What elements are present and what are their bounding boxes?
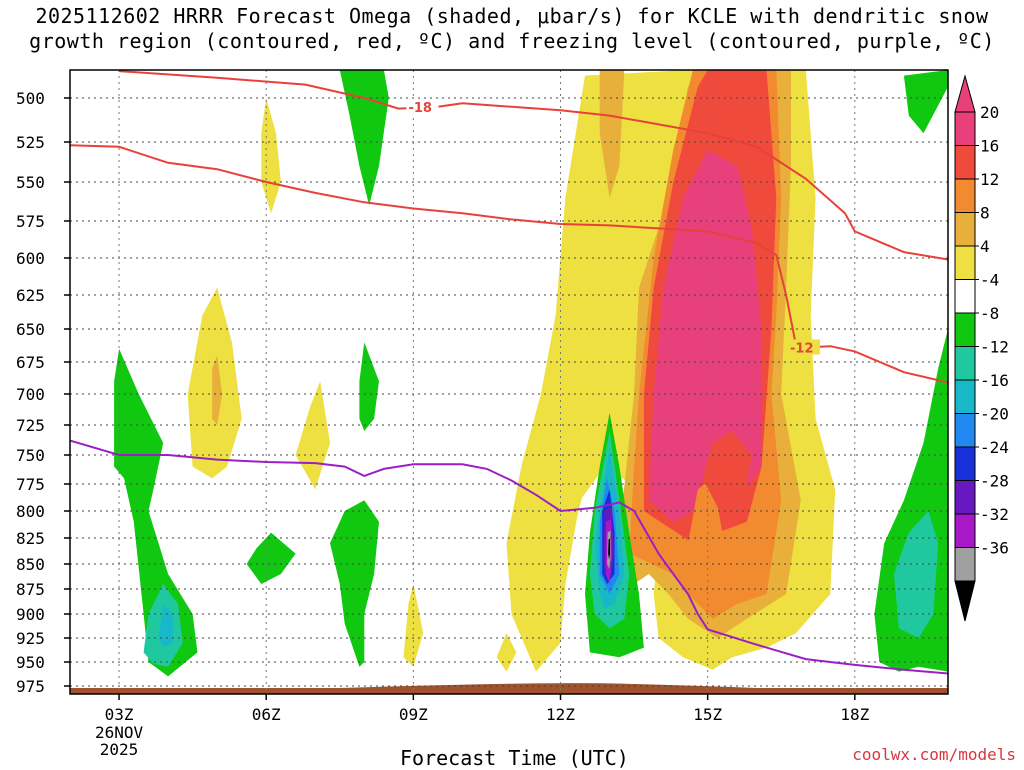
omega-neg4-08z-low [330, 500, 379, 667]
y-tick-label-700: 700 [16, 385, 45, 404]
colorbar-bin-11 [954, 480, 976, 515]
y-tick-label-850: 850 [16, 555, 45, 574]
omega-plus4-left-column [545, 75, 644, 544]
omega-neg4-19z-upper [903, 70, 948, 134]
terrain-hump [339, 683, 757, 688]
y-tick-label-650: 650 [16, 320, 45, 339]
terrain-strip [70, 683, 948, 694]
x-date-label: 26NOV [95, 723, 144, 742]
colorbar-bin-6 [954, 312, 976, 347]
colorbar-bin-5 [954, 279, 976, 314]
colorbar-label-8: 8 [980, 204, 990, 223]
contour-label-minus18: -18 [408, 101, 432, 116]
y-tick-label-900: 900 [16, 605, 45, 624]
omega-blob-09z [403, 584, 424, 667]
y-tick-label-975: 975 [16, 677, 45, 696]
omega-blob-05z-orange [212, 355, 223, 425]
colorbar-top-arrow [954, 74, 976, 113]
chart-title-line-2: growth region (contoured, red, ºC) and f… [29, 29, 995, 53]
colorbar-label--4: -4 [980, 271, 999, 290]
omega-blob-11z [496, 633, 517, 672]
x-axis-title: Forecast Time (UTC) [400, 746, 629, 770]
terrain-ground [70, 688, 948, 694]
colorbar-label-16: 16 [980, 137, 999, 156]
omega-neg8-19z-low [894, 511, 939, 638]
omega-lower-lobe-left [688, 478, 723, 614]
axes: 500 525 550 575 600 625 650 675 700 725 750 775 800 8… [16, 69, 949, 759]
x-tick-label-06Z: 06Z [252, 705, 281, 724]
y-tick-label-800: 800 [16, 502, 45, 521]
colorbar-bin-9 [954, 413, 976, 448]
y-tick-label-750: 750 [16, 446, 45, 465]
omega-lower-lobe-red [702, 431, 752, 517]
y-tick-label-775: 775 [16, 475, 45, 494]
colorbar-bin-12 [954, 513, 976, 548]
colorbar-label--12: -12 [980, 338, 1009, 357]
colorbar-label--16: -16 [980, 371, 1009, 390]
colorbar-label--24: -24 [980, 438, 1009, 457]
colorbar-bin-1 [954, 145, 976, 180]
omega-core-black [608, 539, 610, 560]
omega-neg4-08z-small [359, 342, 379, 431]
contour-label-bg-minus12 [788, 339, 821, 355]
y-tick-label-575: 575 [16, 212, 45, 231]
x-tick-label-12Z: 12Z [546, 705, 575, 724]
colorbar-label--8: -8 [980, 304, 999, 323]
omega-blob-06z-upper [261, 98, 281, 214]
colorbar-label-4: 4 [980, 237, 990, 256]
colorbar-bin-8 [954, 379, 976, 414]
colorbar-bin-2 [954, 178, 976, 213]
y-tick-label-675: 675 [16, 353, 45, 372]
colorbar-label-12: 12 [980, 170, 999, 189]
x-tick-label-09Z: 09Z [399, 705, 428, 724]
x-tick-label-18Z: 18Z [840, 705, 869, 724]
y-tick-label-500: 500 [16, 89, 45, 108]
y-tick-label-550: 550 [16, 173, 45, 192]
y-tick-label-950: 950 [16, 653, 45, 672]
y-tick-label-625: 625 [16, 286, 45, 305]
colorbar-bin-13 [954, 547, 976, 582]
colorbar-bin-7 [954, 346, 976, 381]
colorbar-bin-4 [954, 245, 976, 280]
omega-neg4-08z-upper [339, 70, 389, 206]
y-tick-label-825: 825 [16, 529, 45, 548]
omega-neg12-early-west [158, 604, 173, 648]
contour-lines: -18 -12 [69, 70, 949, 675]
x-year-label: 2025 [100, 740, 139, 759]
colorbar-bin-3 [954, 212, 976, 247]
y-tick-label-600: 600 [16, 249, 45, 268]
contour--18 [119, 70, 949, 261]
credit-link[interactable]: coolwx.com/models [852, 745, 1016, 764]
omega-shading [114, 70, 948, 677]
y-tick-label-725: 725 [16, 416, 45, 435]
colorbar-bottom-arrow [954, 580, 976, 622]
colorbar-label--32: -32 [980, 505, 1009, 524]
contour-label-bg-minus18 [406, 98, 439, 114]
colorbar-bin-10 [954, 446, 976, 481]
omega-neg4-early-west [114, 348, 198, 677]
colorbar-label-20: 20 [980, 103, 999, 122]
omega-neg4-06z [246, 532, 296, 584]
grid-lines [70, 70, 948, 694]
omega-plus8-top-spot [599, 70, 625, 198]
y-tick-label-925: 925 [16, 629, 45, 648]
omega-plus20-core [648, 150, 762, 522]
colorbar-label--28: -28 [980, 472, 1009, 491]
chart-title-line-1: 2025112602 HRRR Forecast Omega (shaded, … [35, 4, 989, 28]
colorbar-label--20: -20 [980, 405, 1009, 424]
y-tick-label-525: 525 [16, 133, 45, 152]
x-tick-label-03Z: 03Z [105, 705, 134, 724]
omega-blob-07z [295, 381, 330, 490]
colorbar-bin-0 [954, 111, 976, 146]
contour-label-minus12: -12 [790, 341, 814, 356]
y-tick-label-875: 875 [16, 580, 45, 599]
colorbar: 20 16 12 8 4 -4 -8 -12 -16 -20 -24 -28 -32 -36 [954, 74, 1009, 622]
x-tick-label-15Z: 15Z [693, 705, 722, 724]
plot-frame [69, 69, 949, 695]
contour-freezing-level [69, 439, 949, 675]
colorbar-label--36: -36 [980, 539, 1009, 558]
